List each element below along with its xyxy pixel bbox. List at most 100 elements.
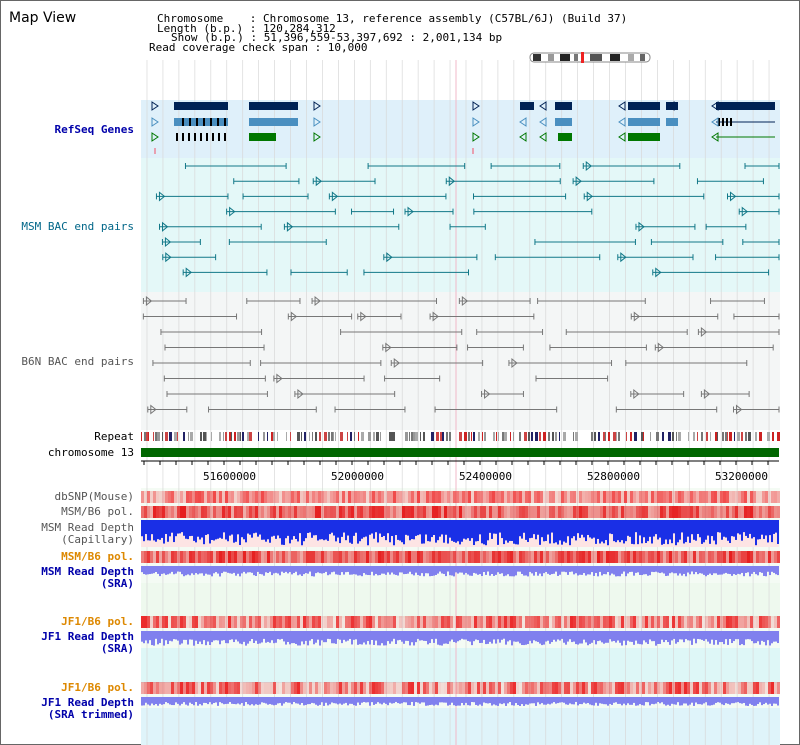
depth-bar [271,566,273,576]
depth-bar [343,631,345,640]
heat-cell [255,616,258,628]
depth-bar [377,631,379,646]
repeat-element [340,432,343,441]
heat-cell [762,616,765,628]
depth-bar [389,566,391,575]
heat-cell [162,491,165,503]
heat-cell [765,616,768,628]
heat-cell [543,491,546,503]
depth-bar [761,566,763,573]
heat-cell [462,491,465,503]
heat-cell [561,682,564,694]
heat-cell [489,682,492,694]
track-label-chromosome[interactable]: chromosome 13 [47,446,134,459]
track-label-jf1-read-sra-1[interactable]: JF1 Read Depth [41,630,134,643]
depth-bar [523,566,525,576]
track-label-msm-b6-pol-2[interactable]: MSM/B6 pol. [61,550,134,563]
depth-bar [645,566,647,575]
track-label-msm-read-sra-1[interactable]: MSM Read Depth [41,565,134,578]
depth-bar [403,631,405,644]
depth-bar [607,631,609,643]
depth-bar [271,631,273,641]
heat-cell [552,506,555,518]
depth-bar [433,697,435,706]
heat-cell [501,682,504,694]
heat-cell [294,506,297,518]
heat-cell [504,491,507,503]
depth-bar [261,520,263,540]
heat-cell [696,616,699,628]
depth-bar [601,520,603,542]
depth-bar [683,566,685,574]
heat-cell [567,551,570,563]
heat-cell [315,506,318,518]
heat-cell [297,682,300,694]
depth-bar [361,697,363,703]
heat-cell [219,616,222,628]
depth-bar [219,520,221,538]
depth-bar [759,566,761,573]
track-label-jf1-read-trim-1[interactable]: JF1 Read Depth [41,696,134,709]
depth-bar [603,520,605,544]
depth-bar [633,520,635,545]
track-label-msm-read-cap-1[interactable]: MSM Read Depth [41,521,134,534]
depth-bar [259,631,261,644]
heat-cell [516,551,519,563]
heat-cell [453,491,456,503]
repeat-element [420,432,421,441]
heat-cell [240,616,243,628]
heat-cell [198,551,201,563]
depth-bar [403,697,405,703]
track-label-jf1-b6-pol-2[interactable]: JF1/B6 pol. [61,681,134,694]
track-label-jf1-read-trim-2[interactable]: (SRA trimmed) [47,708,134,721]
track-label-msm-bac[interactable]: MSM BAC end pairs [21,220,134,233]
depth-bar [379,520,381,534]
ideogram-band [640,54,645,61]
heat-cell [387,616,390,628]
repeat-element [309,432,310,441]
heat-cell [345,551,348,563]
depth-bar [513,520,515,544]
depth-bar [305,631,307,641]
heat-cell [171,616,174,628]
depth-bar [491,697,493,706]
depth-bar [591,697,593,706]
depth-bar [667,520,669,545]
depth-bar [183,520,185,536]
heat-cell [264,682,267,694]
track-label-msm-read-sra-2[interactable]: (SRA) [100,577,134,590]
repeat-element [354,432,355,441]
depth-bar [749,520,751,534]
depth-bar [253,631,255,643]
track-label-refseq[interactable]: RefSeq Genes [54,123,134,136]
depth-bar [613,520,615,542]
heat-cell [285,506,288,518]
heat-cell [417,682,420,694]
track-label-b6n-bac[interactable]: B6N BAC end pairs [21,355,134,368]
chromosome-bar [141,448,779,457]
depth-bar [163,631,165,646]
heat-cell [291,682,294,694]
heat-cell [339,506,342,518]
heat-cell [399,491,402,503]
track-label-msm-read-cap-2[interactable]: (Capillary) [61,533,134,546]
depth-bar [263,631,265,639]
depth-bar [451,520,453,541]
depth-bar [551,520,553,533]
depth-bar [585,631,587,643]
track-label-jf1-read-sra-2[interactable]: (SRA) [100,642,134,655]
track-label-dbsnp[interactable]: dbSNP(Mouse) [54,490,134,503]
track-label-msm-b6-pol[interactable]: MSM/B6 pol. [61,505,134,518]
depth-bar [397,520,399,540]
depth-bar [255,520,257,533]
depth-bar [197,520,199,537]
depth-bar [177,520,179,534]
depth-bar [505,697,507,706]
depth-bar [459,520,461,545]
track-label-jf1-b6-pol[interactable]: JF1/B6 pol. [61,615,134,628]
heat-cell [525,682,528,694]
heat-cell [258,682,261,694]
track-label-repeat[interactable]: Repeat [94,430,134,443]
repeat-element [203,432,206,441]
